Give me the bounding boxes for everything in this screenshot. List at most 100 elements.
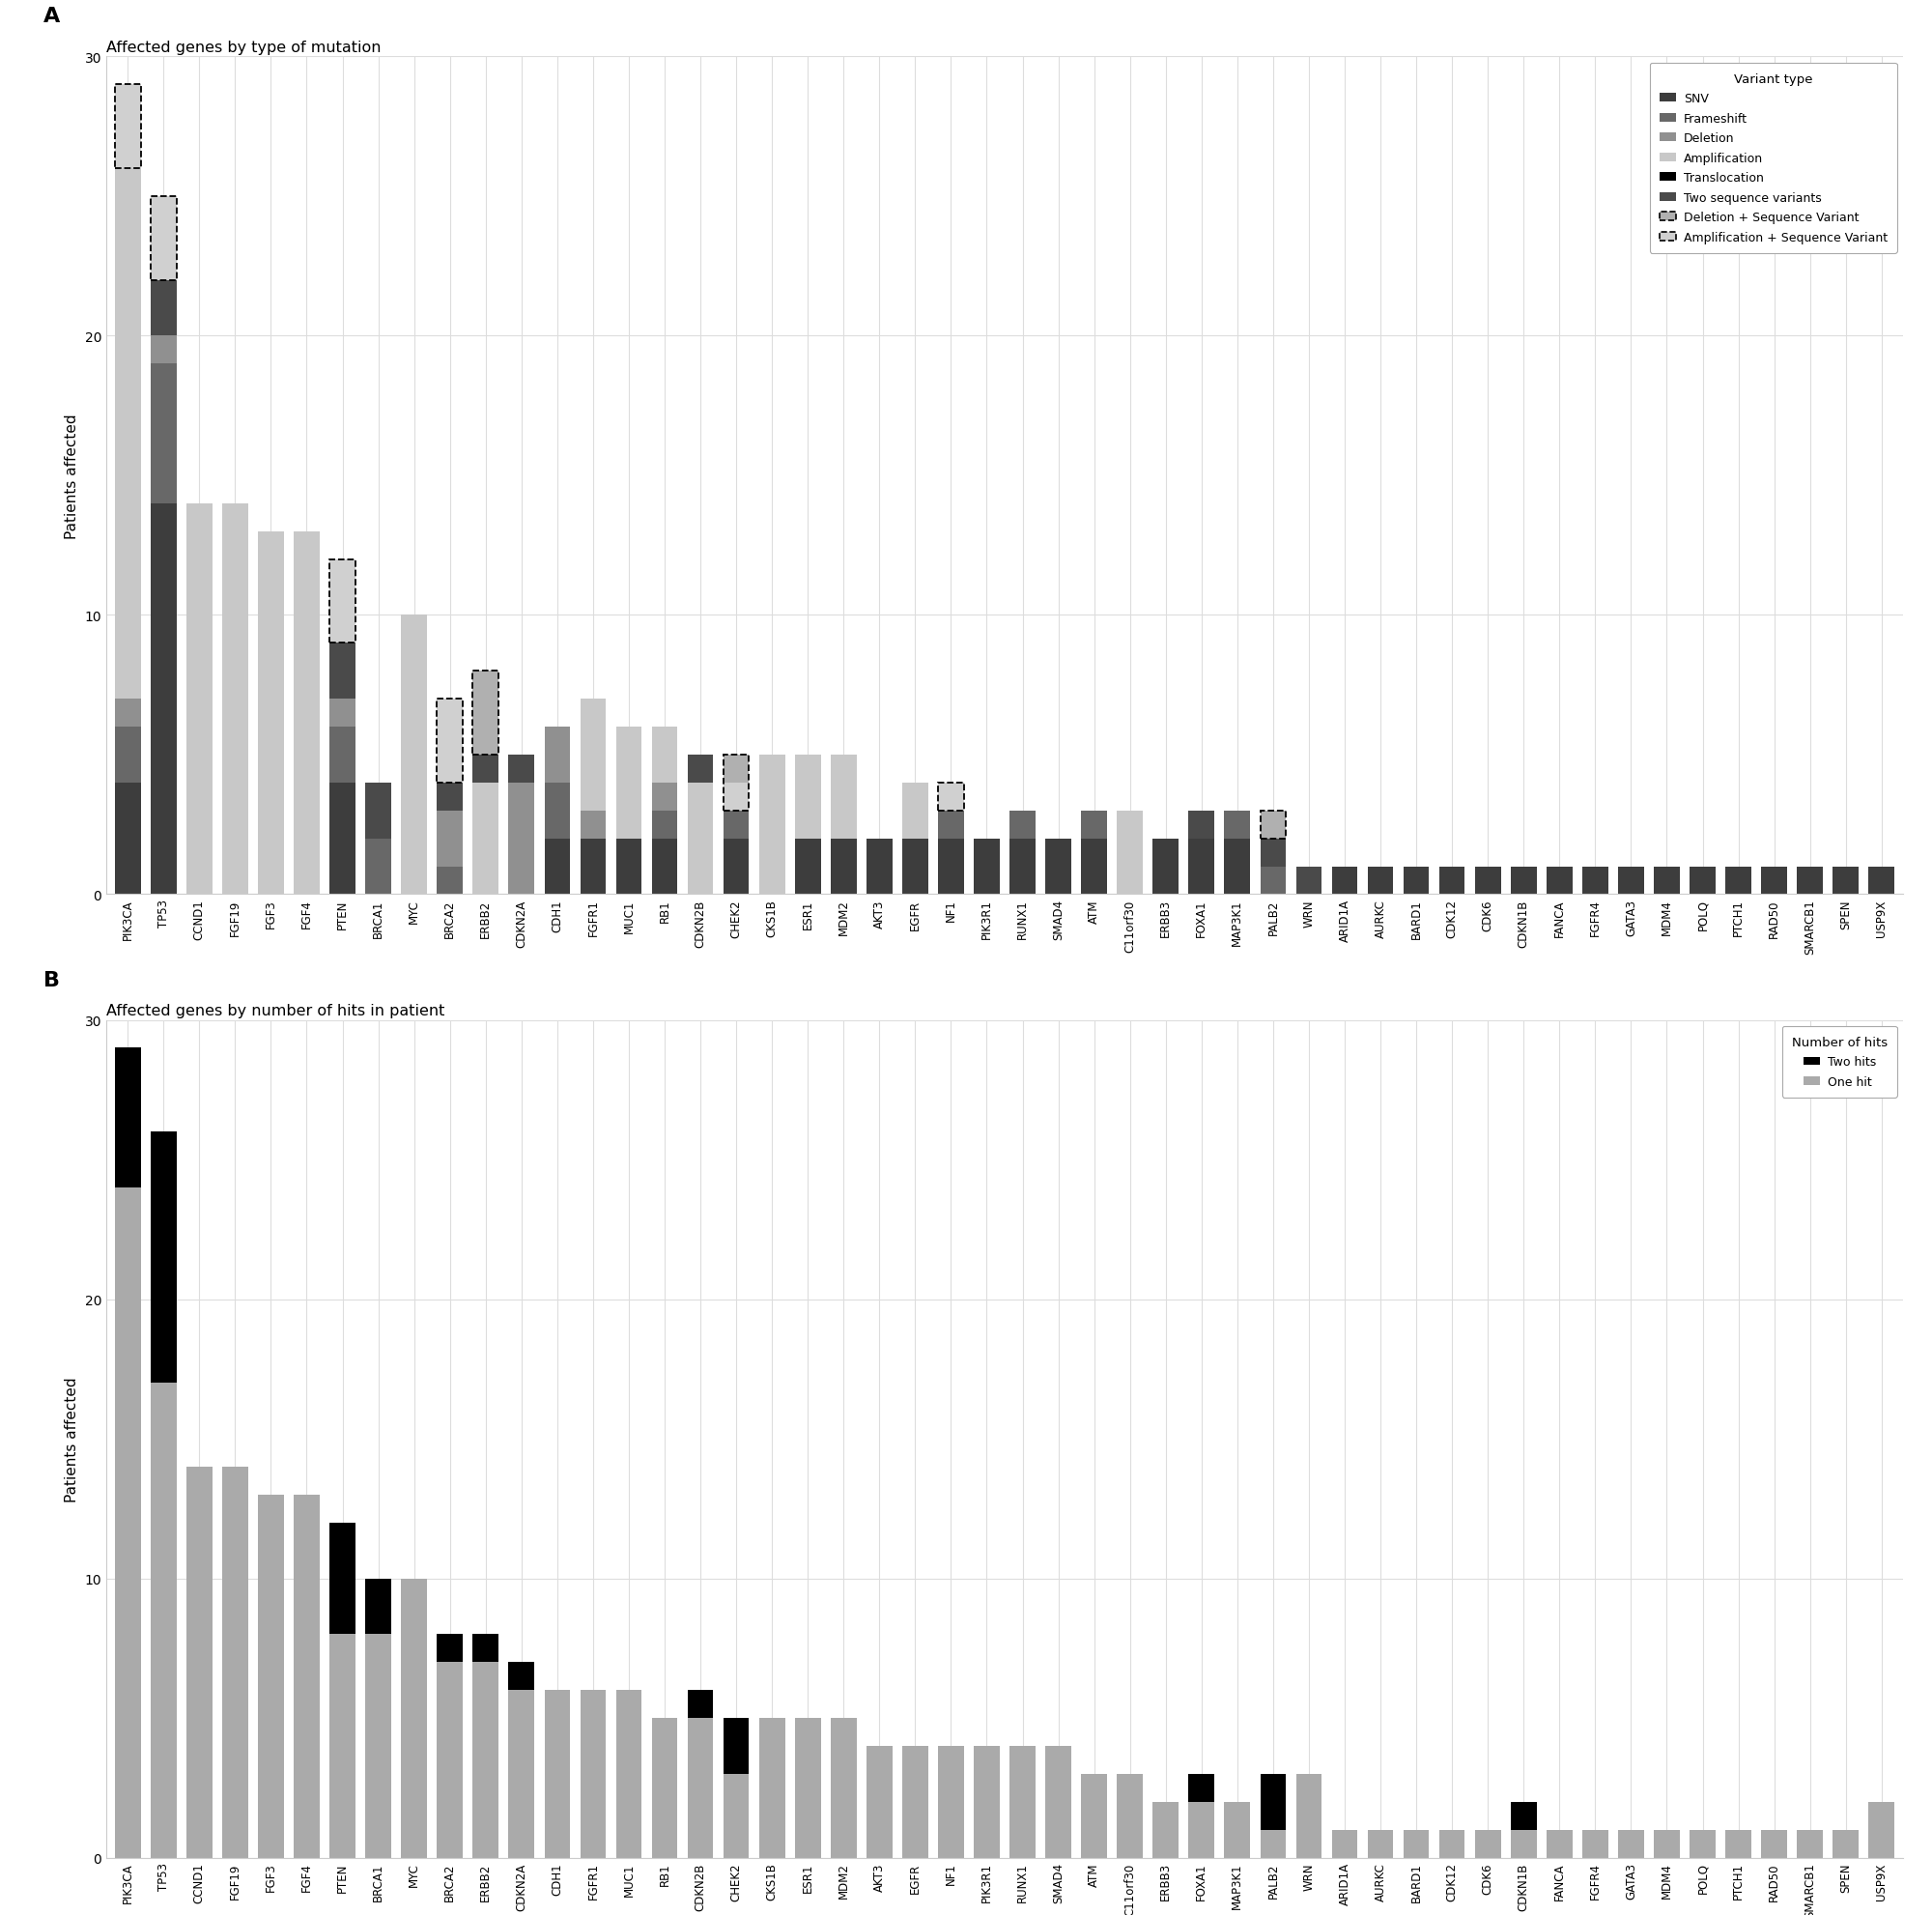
Bar [1511,1829,1536,1858]
Bar [831,1718,856,1858]
Bar [1725,867,1750,894]
Bar [831,755,856,839]
Bar [508,755,535,783]
Bar [114,86,141,169]
Bar [114,1048,141,1187]
Bar [545,1691,570,1858]
Bar [1582,867,1607,894]
Y-axis label: Patients affected: Patients affected [64,414,79,538]
Bar [759,1718,784,1858]
Bar [723,839,750,894]
Bar [1260,867,1287,894]
Bar [1260,839,1287,867]
Bar [831,839,856,894]
Bar [1188,810,1215,839]
Bar [1260,810,1287,839]
Bar [1762,1829,1787,1858]
Legend: Two hits, One hit: Two hits, One hit [1781,1026,1897,1097]
Bar [330,1633,355,1858]
Text: Affected genes by type of mutation: Affected genes by type of mutation [106,40,381,56]
Bar [1546,867,1573,894]
Bar [473,672,498,755]
Bar [902,783,927,839]
Bar [473,783,498,894]
Bar [651,783,678,810]
Bar [616,728,641,839]
Bar [1082,1773,1107,1858]
Bar [294,1496,319,1858]
Bar [1260,1773,1287,1829]
Bar [1296,1773,1321,1858]
Bar [1153,1802,1179,1858]
Bar [1010,1746,1036,1858]
Bar [1619,1829,1644,1858]
Bar [151,197,176,282]
Bar [974,1746,999,1858]
Bar [974,839,999,894]
Bar [114,86,141,169]
Bar [473,1662,498,1858]
Bar [1474,1829,1501,1858]
Bar [1619,867,1644,894]
Y-axis label: Patients affected: Patients affected [64,1377,79,1501]
Bar [902,839,927,894]
Text: B: B [43,971,60,990]
Bar [473,1633,498,1662]
Bar [1225,810,1250,839]
Bar [866,1746,893,1858]
Bar [723,1773,750,1858]
Bar [1797,867,1824,894]
Bar [1331,867,1358,894]
Bar [1797,1829,1824,1858]
Bar [365,1578,390,1633]
Bar [259,532,284,894]
Bar [688,1718,713,1858]
Bar [508,1662,535,1691]
Bar [1762,867,1787,894]
Bar [723,755,750,810]
Bar [1654,1829,1679,1858]
Bar [222,1467,247,1858]
Bar [580,699,607,810]
Bar [723,1718,750,1773]
Bar [1725,1829,1750,1858]
Bar [437,810,464,867]
Bar [1260,1829,1287,1858]
Bar [1654,867,1679,894]
Bar [580,810,607,839]
Bar [723,783,750,810]
Bar [365,783,390,839]
Bar [1582,1829,1607,1858]
Bar [330,783,355,894]
Bar [151,364,176,504]
Bar [330,699,355,728]
Bar [114,1187,141,1858]
Bar [365,839,390,894]
Bar [1474,867,1501,894]
Bar [437,783,464,810]
Bar [651,839,678,894]
Bar [1868,867,1895,894]
Bar [1045,839,1070,894]
Bar [151,337,176,364]
Bar [151,504,176,894]
Bar [1010,839,1036,894]
Bar [1188,1773,1215,1802]
Bar [688,783,713,894]
Bar [508,783,535,894]
Bar [330,728,355,783]
Bar [114,783,141,894]
Bar [437,699,464,783]
Bar [1225,839,1250,894]
Bar [437,867,464,894]
Bar [1439,867,1464,894]
Bar [1082,810,1107,839]
Bar [545,783,570,839]
Bar [259,1496,284,1858]
Bar [651,728,678,783]
Bar [1153,839,1179,894]
Bar [114,728,141,783]
Bar [1368,867,1393,894]
Bar [545,839,570,894]
Bar [939,783,964,810]
